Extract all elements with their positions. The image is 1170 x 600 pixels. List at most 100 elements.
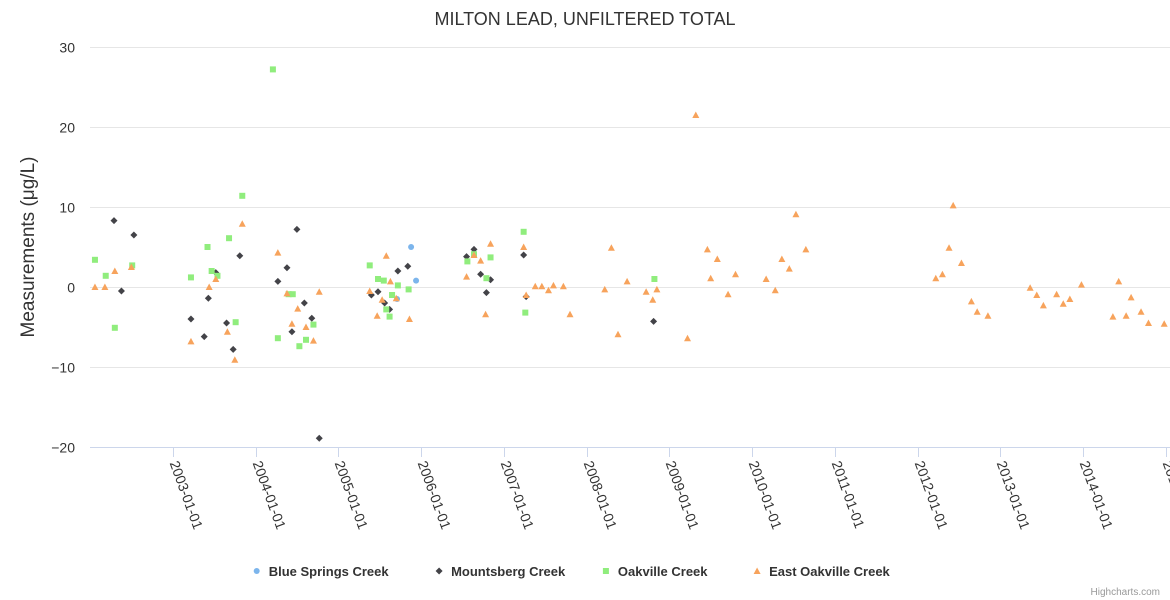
data-point xyxy=(614,330,622,338)
data-point xyxy=(649,296,657,303)
legend-item-mountsberg-creek[interactable]: Mountsberg Creek xyxy=(435,564,566,579)
data-point xyxy=(127,263,135,270)
data-point xyxy=(1066,295,1074,302)
data-point xyxy=(1039,301,1047,309)
data-point xyxy=(785,265,793,272)
data-point xyxy=(967,297,975,305)
data-point xyxy=(229,345,237,353)
data-point xyxy=(463,273,471,280)
data-point xyxy=(91,256,98,263)
data-point xyxy=(130,231,138,239)
data-point xyxy=(762,275,770,282)
data-point xyxy=(383,306,390,313)
legend-symbol xyxy=(753,567,761,574)
data-point xyxy=(378,296,386,303)
data-point xyxy=(470,245,478,253)
data-point xyxy=(302,323,310,330)
data-point xyxy=(642,288,650,295)
data-point xyxy=(520,243,528,250)
legend[interactable]: Blue Springs Creek Mountsberg Creek Oakvil… xyxy=(253,564,891,579)
data-point xyxy=(1160,320,1168,327)
data-point xyxy=(1115,277,1123,285)
legend-label: Mountsberg Creek xyxy=(451,564,566,579)
data-point xyxy=(549,281,557,289)
data-point xyxy=(239,192,246,199)
data-point xyxy=(111,324,118,331)
data-point xyxy=(231,356,239,363)
data-point xyxy=(601,285,609,293)
data-point xyxy=(274,249,282,256)
data-point xyxy=(623,277,631,285)
data-point xyxy=(703,245,711,253)
data-point xyxy=(732,270,740,278)
data-point xyxy=(938,270,946,278)
data-point xyxy=(269,66,276,73)
data-point xyxy=(482,310,490,318)
y-axis: −20 −10 0 10 20 30 xyxy=(51,40,75,456)
data-point xyxy=(283,264,291,272)
data-point xyxy=(802,245,810,253)
data-point xyxy=(538,282,546,290)
x-tick-label: 2014-01-01 xyxy=(1077,459,1117,532)
data-point xyxy=(289,291,296,298)
data-point xyxy=(487,254,494,261)
data-point xyxy=(296,343,303,350)
data-point xyxy=(651,276,658,282)
data-point xyxy=(274,277,282,285)
legend-item-east-oakville-creek[interactable]: East Oakville Creek xyxy=(753,564,891,579)
x-tick-label: 2013-01-01 xyxy=(994,459,1034,532)
data-point xyxy=(477,257,485,264)
data-point xyxy=(1144,319,1152,326)
data-point xyxy=(214,272,221,279)
x-tick-label: 2007-01-01 xyxy=(498,459,538,532)
y-tick-label: −20 xyxy=(51,440,75,456)
legend-label: Oakville Creek xyxy=(618,564,708,579)
legend-symbol xyxy=(253,568,260,574)
data-point xyxy=(102,272,109,279)
data-point xyxy=(373,312,381,319)
data-point xyxy=(300,299,308,307)
data-point xyxy=(226,235,233,242)
data-point xyxy=(1059,300,1067,307)
data-point xyxy=(274,335,281,342)
data-point xyxy=(386,277,394,285)
data-point xyxy=(984,312,992,319)
data-point xyxy=(187,274,194,281)
data-point xyxy=(408,244,415,250)
x-tick-label: 2006-01-01 xyxy=(415,459,455,532)
x-tick-label: 2008-01-01 xyxy=(581,459,621,532)
data-point xyxy=(650,317,658,325)
data-point xyxy=(559,282,567,290)
x-axis: 2003-01-01 2004-01-01 2005-01-01 2006-01-01… xyxy=(90,447,1170,532)
data-point xyxy=(91,283,99,290)
data-point xyxy=(1122,312,1130,319)
data-point xyxy=(389,292,396,298)
data-point xyxy=(208,268,215,274)
data-point xyxy=(1026,284,1034,291)
data-point xyxy=(117,287,125,295)
data-point xyxy=(375,276,381,282)
chart-title: MILTON LEAD, UNFILTERED TOTAL xyxy=(434,9,735,29)
credits-link[interactable]: Highcharts.com xyxy=(1091,587,1160,598)
data-point xyxy=(1127,293,1135,301)
data-point xyxy=(522,291,530,298)
data-point xyxy=(544,286,552,294)
legend-symbol xyxy=(435,567,443,575)
legend-item-blue-springs-creek[interactable]: Blue Springs Creek xyxy=(253,564,390,579)
data-point xyxy=(386,313,393,320)
legend-item-oakville-creek[interactable]: Oakville Creek xyxy=(602,564,708,579)
data-point xyxy=(778,255,786,262)
data-point xyxy=(288,320,296,327)
data-point xyxy=(1109,313,1117,320)
data-point xyxy=(294,305,302,312)
data-points xyxy=(91,66,1168,442)
x-tick-label: 2009-01-01 xyxy=(663,459,703,532)
data-point xyxy=(366,262,373,269)
data-point xyxy=(1077,281,1085,288)
data-point xyxy=(310,321,317,328)
data-point xyxy=(187,337,195,345)
x-tick-label: 2010-01-01 xyxy=(746,459,786,532)
data-point xyxy=(482,289,490,297)
data-point xyxy=(404,262,412,270)
